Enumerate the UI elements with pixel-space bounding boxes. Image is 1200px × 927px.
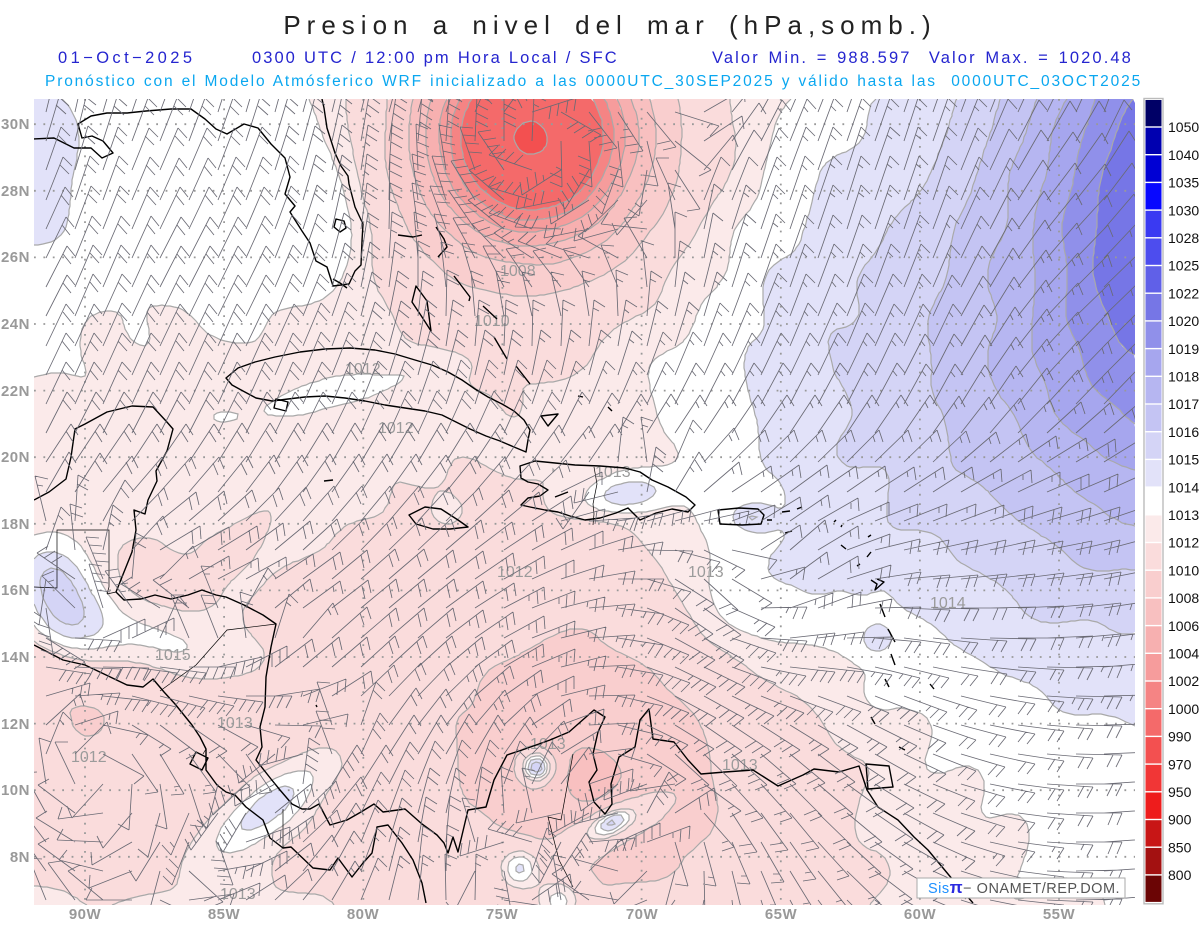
- svg-text:55W: 55W: [1043, 906, 1076, 923]
- svg-text:800: 800: [1168, 867, 1192, 883]
- svg-text:01−Oct−2025: 01−Oct−2025: [58, 49, 195, 67]
- svg-text:8N: 8N: [10, 849, 30, 866]
- svg-text:30N: 30N: [1, 116, 30, 133]
- svg-text:1025: 1025: [1168, 258, 1199, 274]
- svg-text:1008: 1008: [1168, 590, 1199, 606]
- svg-text:1022: 1022: [1168, 285, 1199, 301]
- svg-text:1013: 1013: [1168, 507, 1199, 523]
- svg-text:1015: 1015: [1168, 452, 1199, 468]
- svg-text:75W: 75W: [486, 906, 519, 923]
- svg-text:20N: 20N: [1, 449, 30, 466]
- svg-text:70W: 70W: [626, 906, 659, 923]
- svg-text:1000: 1000: [1168, 701, 1199, 717]
- svg-text:18N: 18N: [1, 516, 30, 533]
- svg-text:Pronóstico con el Modelo Atmós: Pronóstico con el Modelo Atmósferico WRF…: [45, 73, 1142, 90]
- svg-text:1013: 1013: [220, 886, 256, 903]
- svg-text:16N: 16N: [1, 582, 30, 599]
- svg-text:60W: 60W: [904, 906, 937, 923]
- svg-text:1013: 1013: [530, 736, 566, 753]
- svg-text:90W: 90W: [69, 906, 102, 923]
- svg-text:12N: 12N: [1, 716, 30, 733]
- svg-text:1012: 1012: [71, 749, 107, 766]
- svg-text:1030: 1030: [1168, 202, 1199, 218]
- svg-text:1012: 1012: [1168, 535, 1199, 551]
- svg-text:24N: 24N: [1, 316, 30, 333]
- svg-text:85W: 85W: [208, 906, 241, 923]
- svg-text:1018: 1018: [1168, 369, 1199, 385]
- svg-text:0300 UTC / 12:00 pm Hora Local: 0300 UTC / 12:00 pm Hora Local / SFC: [252, 49, 619, 67]
- svg-text:900: 900: [1168, 812, 1192, 828]
- svg-text:1040: 1040: [1168, 147, 1199, 163]
- svg-text:10N: 10N: [1, 782, 30, 799]
- svg-text:1008: 1008: [500, 263, 536, 280]
- svg-text:1015: 1015: [155, 647, 191, 664]
- svg-text:850: 850: [1168, 839, 1192, 855]
- svg-text:1019: 1019: [1168, 341, 1199, 357]
- svg-text:1014: 1014: [1168, 479, 1199, 495]
- svg-text:1020: 1020: [1168, 313, 1199, 329]
- svg-text:22N: 22N: [1, 383, 30, 400]
- svg-text:1006: 1006: [1168, 618, 1199, 634]
- svg-text:1010: 1010: [474, 313, 510, 330]
- svg-text:990: 990: [1168, 729, 1192, 745]
- svg-text:80W: 80W: [347, 906, 380, 923]
- svg-text:1035: 1035: [1168, 175, 1199, 191]
- svg-text:Sisπ− ONAMET/REP.DOM.: Sisπ− ONAMET/REP.DOM.: [928, 878, 1120, 897]
- svg-text:1002: 1002: [1168, 673, 1199, 689]
- svg-text:1017: 1017: [1168, 396, 1199, 412]
- svg-text:Valor Min. = 988.597 Valor Ma: Valor Min. = 988.597 Valor Max. = 1020.4…: [712, 49, 1133, 67]
- svg-text:1012: 1012: [378, 420, 414, 437]
- svg-text:970: 970: [1168, 756, 1192, 772]
- svg-text:26N: 26N: [1, 249, 30, 266]
- svg-text:14N: 14N: [1, 649, 30, 666]
- svg-text:1004: 1004: [1168, 646, 1199, 662]
- svg-text:Presion a nivel del mar (hPa,s: Presion a nivel del mar (hPa,somb.): [283, 10, 936, 40]
- svg-text:65W: 65W: [765, 906, 798, 923]
- svg-text:1013: 1013: [688, 564, 724, 581]
- svg-text:1013: 1013: [217, 715, 253, 732]
- svg-text:1016: 1016: [1168, 424, 1199, 440]
- svg-text:1010: 1010: [1168, 562, 1199, 578]
- svg-text:1028: 1028: [1168, 230, 1199, 246]
- svg-text:1050: 1050: [1168, 119, 1199, 135]
- svg-text:950: 950: [1168, 784, 1192, 800]
- svg-text:28N: 28N: [1, 183, 30, 200]
